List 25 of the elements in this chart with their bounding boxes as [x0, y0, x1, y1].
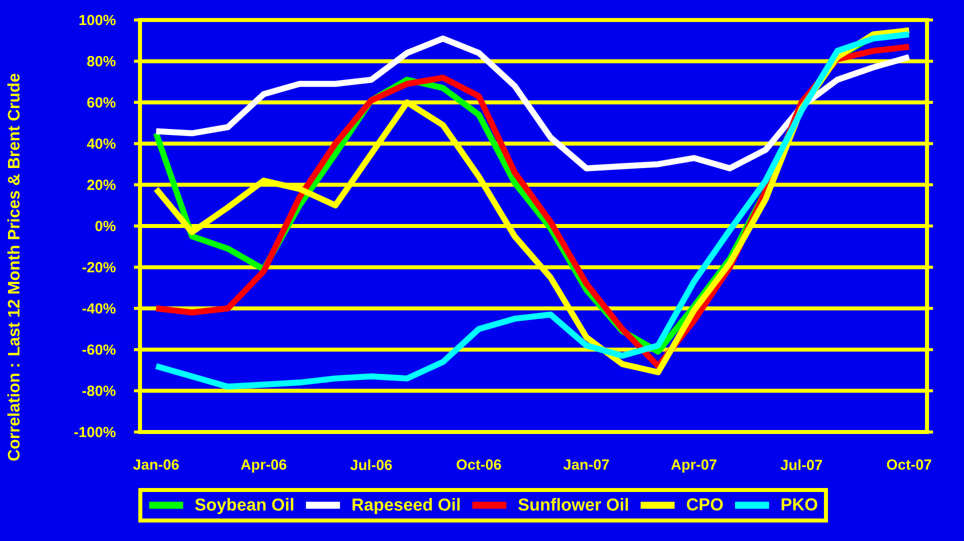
y-tick-label: 100%: [80, 14, 116, 26]
x-tick-label: Jan-06: [133, 459, 179, 470]
x-tick-label: Jul-07: [780, 459, 822, 470]
y-tick-label: -100%: [74, 426, 116, 438]
y-axis-title: Correlation : Last 12 Month Prices & Brent Crude: [7, 74, 20, 461]
y-tick-label: 60%: [87, 97, 116, 108]
y-tick-label: 20%: [87, 180, 116, 190]
x-tick-label: Jan-07: [563, 459, 609, 470]
y-tick-label: -80%: [82, 386, 116, 396]
y-tick-label: -60%: [82, 344, 116, 355]
y-tick-label: -40%: [82, 303, 116, 314]
y-tick-label: 40%: [86, 138, 116, 149]
legend-label: PKO: [782, 498, 818, 510]
legend-label: CPO: [686, 498, 723, 510]
y-tick-label: -20%: [82, 262, 116, 272]
legend-label: Soybean Oil: [195, 498, 294, 514]
y-tick-label: 80%: [87, 56, 116, 66]
x-tick-label: Jul-06: [350, 459, 392, 470]
y-tick-label: 0%: [95, 220, 116, 232]
x-tick-label: Apr-06: [240, 459, 286, 473]
x-tick-label: Apr-07: [671, 459, 716, 473]
x-tick-label: Oct-07: [886, 459, 932, 470]
legend-label: Sunflower Oil: [518, 498, 628, 511]
x-tick-label: Oct-06: [456, 459, 502, 470]
legend-label: Rapeseed Oil: [352, 498, 460, 514]
